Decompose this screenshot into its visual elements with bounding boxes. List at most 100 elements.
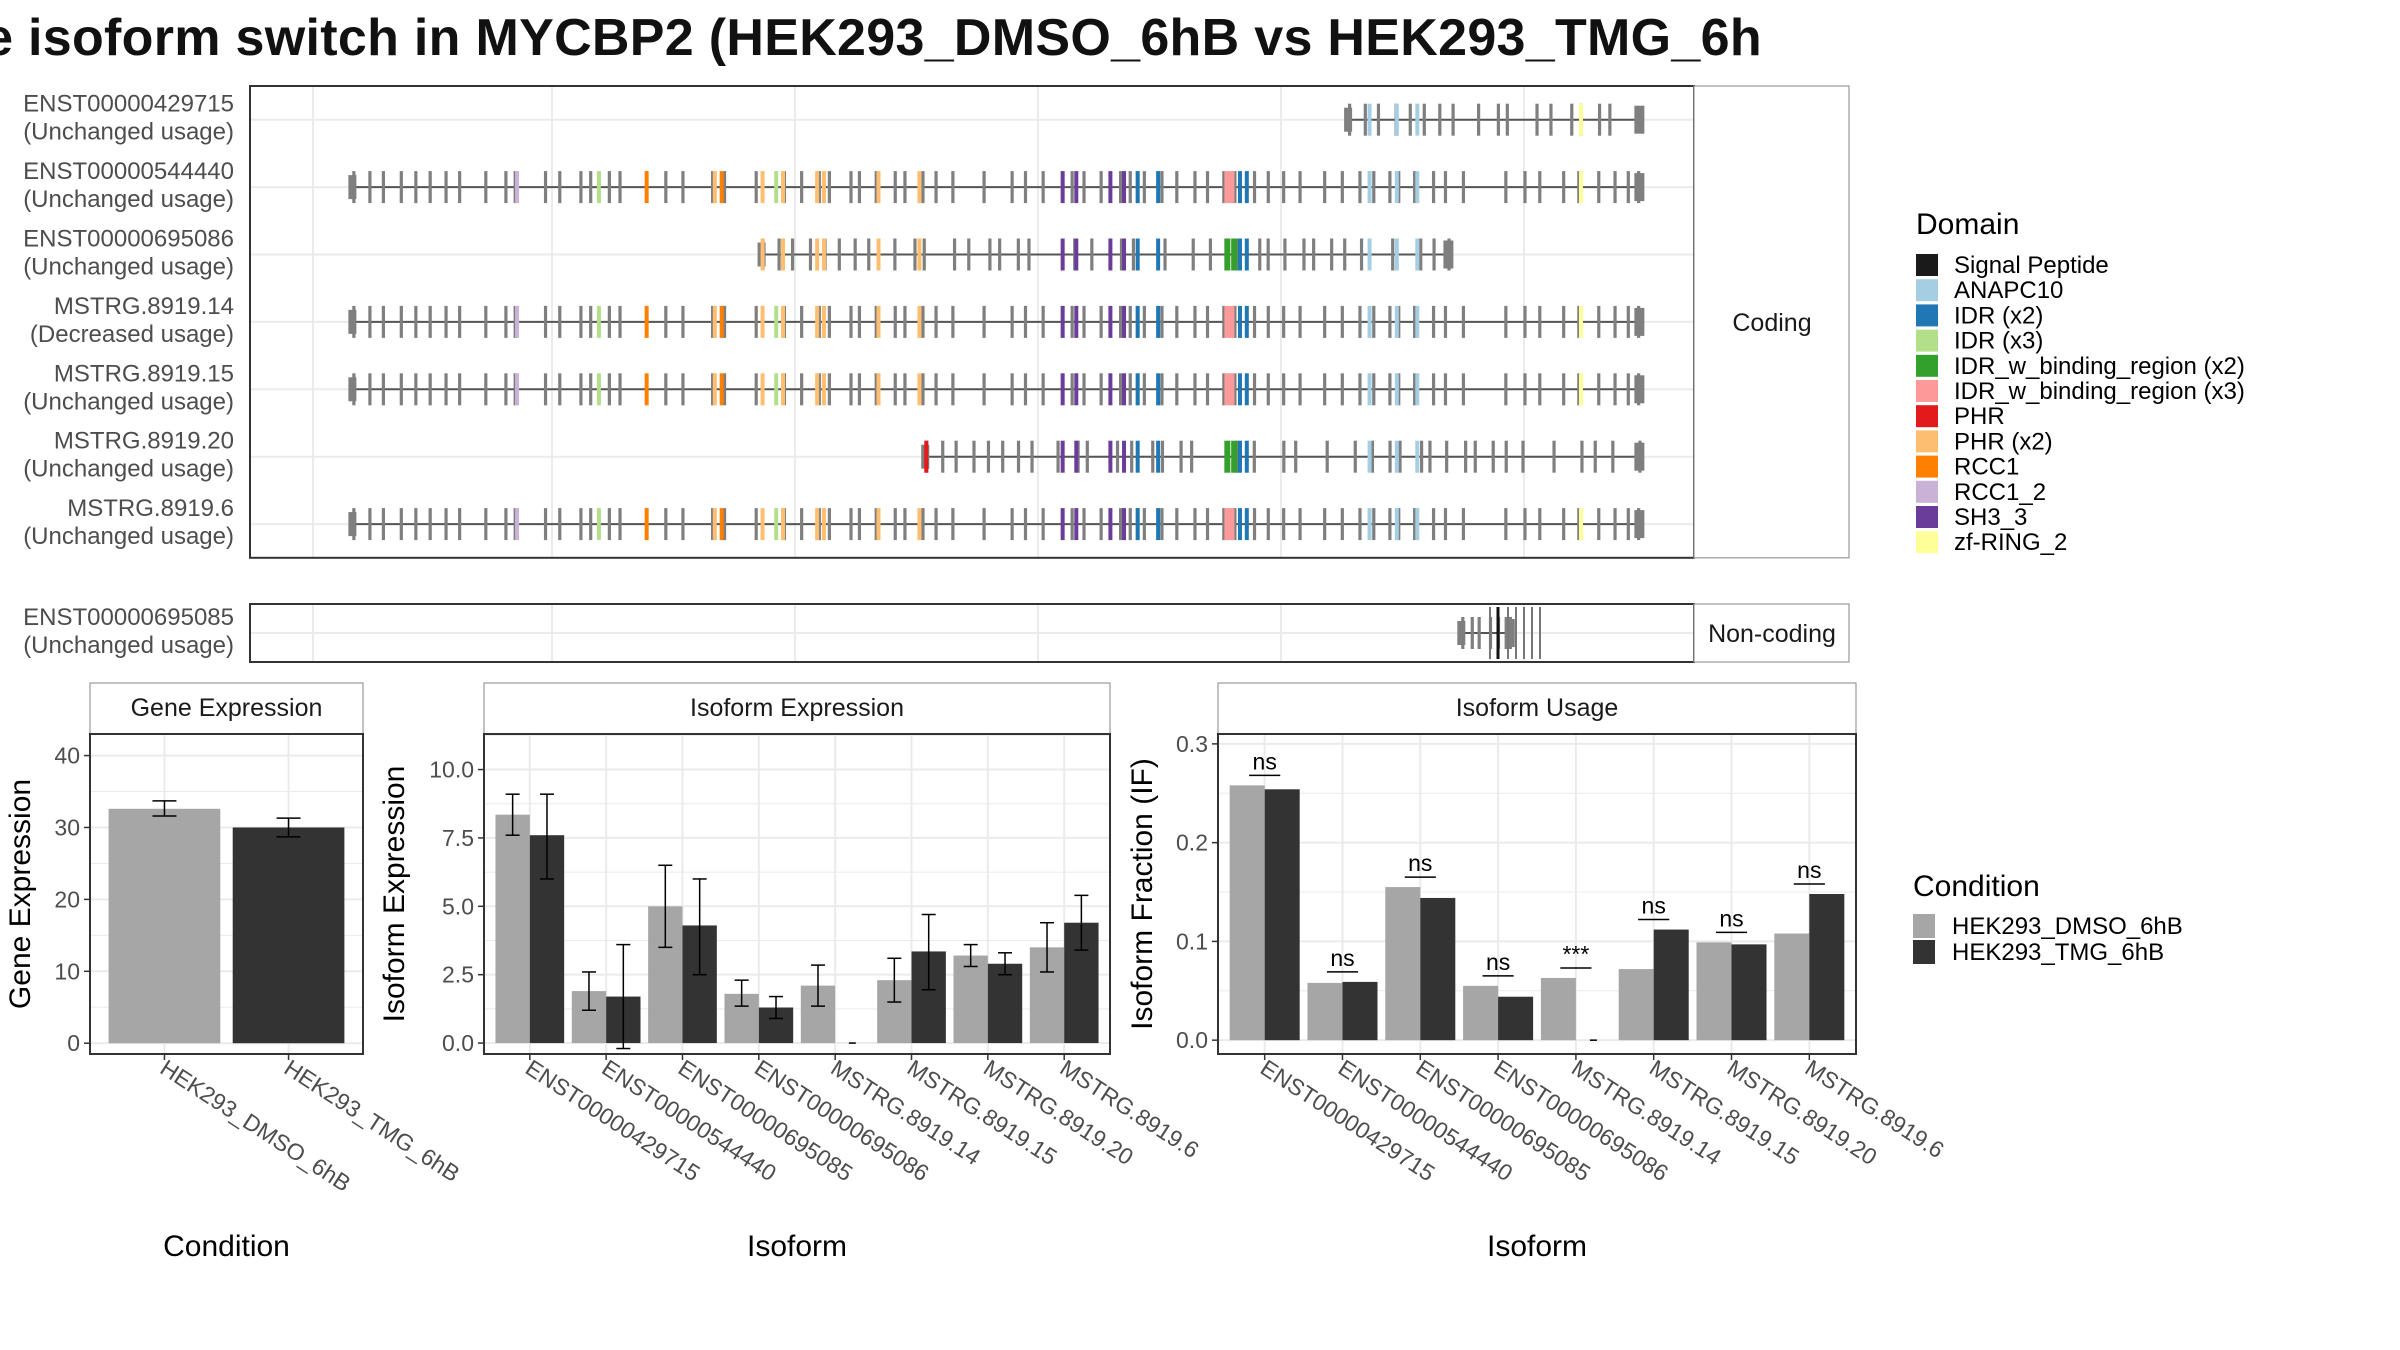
exon: [458, 508, 462, 541]
exon: [1461, 171, 1466, 204]
condition-legend-key: [1913, 914, 1935, 938]
significance-label: ***: [1562, 941, 1589, 967]
domain-mark: [1224, 305, 1231, 338]
exon: [1070, 373, 1074, 406]
exon: [893, 305, 897, 338]
exon: [1504, 305, 1508, 338]
transcript-label: MSTRG.8919.20(Unchanged usage): [23, 428, 234, 483]
y-tick-label: 2.5: [442, 962, 474, 988]
y-tick-label: 20: [54, 886, 80, 912]
domain-mark: [596, 171, 601, 204]
utr-block: [348, 175, 357, 200]
exon: [1580, 440, 1584, 473]
bar: [1774, 933, 1810, 1041]
exon: [1041, 508, 1045, 541]
exon: [711, 305, 715, 338]
exon: [1128, 305, 1132, 338]
domain-mark: [1578, 103, 1583, 136]
domain-mark: [719, 305, 724, 338]
domain-mark: [1135, 305, 1140, 338]
domain-mark: [917, 171, 922, 204]
exon: [579, 305, 583, 338]
bar: [1653, 929, 1689, 1041]
domain-legend-label: zf-RING_2: [1954, 529, 2067, 556]
domain-mark: [1415, 171, 1420, 204]
domain-mark: [1074, 305, 1079, 338]
exon: [1413, 373, 1417, 406]
bar: [1731, 944, 1767, 1041]
exon: [1608, 103, 1612, 136]
exon: [664, 171, 668, 204]
exon: [1388, 440, 1392, 473]
domain-mark: [1244, 238, 1249, 271]
domain-mark: [774, 373, 779, 406]
domain-mark: [821, 373, 826, 406]
domain-mark: [774, 305, 779, 338]
exon: [1151, 440, 1155, 473]
exon: [543, 508, 548, 541]
exon: [1001, 440, 1005, 473]
y-tick-label: 10.0: [429, 757, 474, 783]
exon: [754, 305, 758, 338]
x-axis-title: Isoform: [747, 1230, 847, 1263]
utr-block: [1634, 442, 1645, 471]
bar: [1696, 942, 1732, 1041]
exon: [414, 171, 418, 204]
domain-mark: [1394, 440, 1399, 473]
exon: [754, 508, 758, 541]
significance-label: ns: [1486, 949, 1510, 975]
exon: [800, 171, 804, 204]
domain-mark: [917, 305, 922, 338]
exon: [1358, 373, 1362, 406]
domain-mark: [1415, 238, 1420, 271]
exon: [1340, 171, 1344, 204]
exon: [1504, 373, 1508, 406]
transcript-usage: (Unchanged usage): [23, 119, 234, 146]
exon: [1577, 373, 1581, 406]
exon: [951, 508, 955, 541]
exon: [1266, 171, 1270, 204]
domain-mark: [1228, 171, 1235, 204]
domain-mark: [821, 171, 826, 204]
exon: [589, 373, 593, 406]
exon: [1491, 440, 1495, 473]
domain-mark: [1224, 508, 1231, 541]
exon: [711, 171, 715, 204]
domain-mark: [781, 238, 786, 271]
exon: [874, 508, 878, 541]
exon: [913, 238, 917, 271]
significance-label: ns: [1253, 748, 1277, 774]
exon: [1626, 373, 1630, 406]
exon: [1294, 440, 1298, 473]
domain-mark: [1224, 238, 1231, 271]
transcript-id: MSTRG.8919.6: [67, 495, 234, 522]
exon: [1056, 440, 1060, 473]
y-tick-label: 0.0: [442, 1030, 474, 1056]
exon: [1131, 238, 1136, 271]
exon: [722, 373, 727, 406]
transcript-usage: (Unchanged usage): [23, 523, 234, 550]
domain-legend-label: ANAPC10: [1954, 277, 2063, 304]
y-axis-title: Isoform Fraction (IF): [1126, 758, 1159, 1030]
exon: [1431, 373, 1436, 406]
exon: [381, 171, 385, 204]
exon: [1451, 103, 1455, 136]
exon: [827, 171, 831, 204]
domain-mark: [1074, 171, 1079, 204]
exon: [1597, 373, 1601, 406]
domain-mark: [515, 171, 520, 204]
bar: [1385, 887, 1421, 1041]
bar: [1420, 897, 1456, 1041]
exon: [1142, 171, 1146, 204]
exon: [1312, 238, 1316, 271]
exon: [849, 171, 853, 204]
domain-mark: [596, 305, 601, 338]
exon: [1191, 238, 1195, 271]
exon: [1388, 373, 1392, 406]
domain-legend-key: [1916, 480, 1938, 503]
exon: [722, 305, 727, 338]
exon: [849, 373, 853, 406]
domain-legend-key: [1916, 304, 1938, 327]
domain-legend-key: [1916, 506, 1938, 528]
exon: [1570, 103, 1574, 136]
